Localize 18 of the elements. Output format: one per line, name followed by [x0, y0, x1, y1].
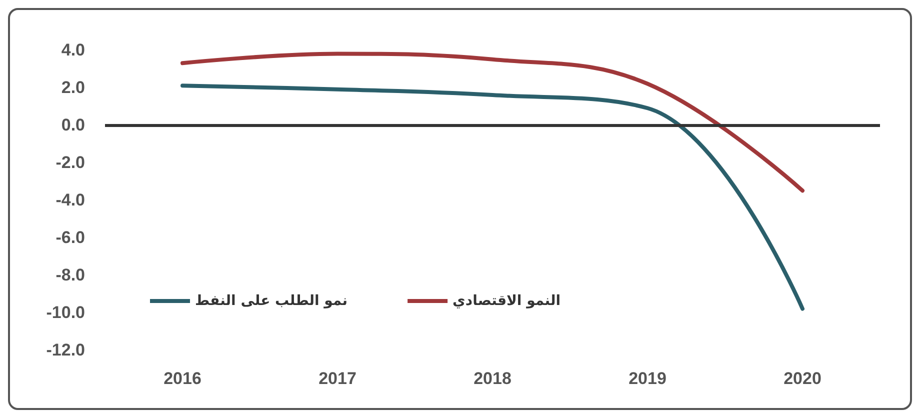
- legend-label: نمو الطلب على النفط: [195, 293, 348, 309]
- y-tick-label: -8.0: [56, 266, 85, 284]
- x-tick-label: 2017: [318, 369, 356, 388]
- x-tick-label: 2019: [628, 369, 666, 388]
- line-series: [180, 52, 804, 193]
- x-tick-label: 2020: [784, 369, 822, 388]
- y-tick-label: -6.0: [56, 228, 85, 247]
- y-tick-label: 2.0: [61, 78, 85, 97]
- legend-label: النمو الاقتصادي: [452, 293, 561, 309]
- y-tick-label: -4.0: [56, 190, 85, 210]
- y-tick-label: -2.0: [56, 153, 85, 172]
- y-tick-label: 0.0: [61, 116, 85, 134]
- y-tick-label: -12.0: [46, 340, 85, 360]
- line-series: [180, 84, 804, 311]
- y-tick-label: 4.0: [61, 40, 85, 60]
- x-tick-label: 2016: [164, 369, 202, 388]
- y-tick-label: -10.0: [46, 303, 85, 322]
- x-tick-label: 2018: [474, 369, 512, 388]
